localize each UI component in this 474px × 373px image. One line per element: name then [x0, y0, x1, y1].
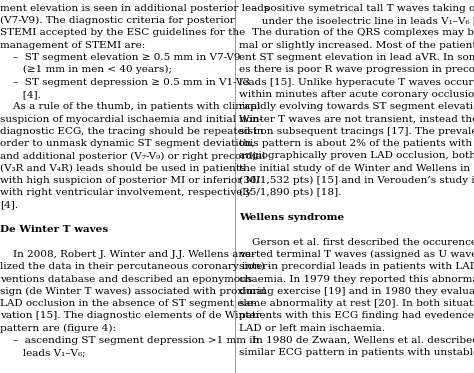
Text: –  positive symetrical tall T waves taking off: – positive symetrical tall T waves takin… [239, 4, 474, 13]
Text: rapidly evolving towards ST segment elevation, de: rapidly evolving towards ST segment elev… [239, 102, 474, 111]
Text: In 1980 de Zwaan, Wellens et al. described a: In 1980 de Zwaan, Wellens et al. describ… [239, 336, 474, 345]
Text: –  ST segment depression ≥ 0.5 mm in V1-V3: – ST segment depression ≥ 0.5 mm in V1-V… [0, 78, 250, 87]
Text: angiographically proven LAD occlusion, both in: angiographically proven LAD occlusion, b… [239, 151, 474, 160]
Text: vation [15]. The diagnostic elements of de Winter: vation [15]. The diagnostic elements of … [0, 311, 261, 320]
Text: chaemia. In 1979 they reported this abnormality: chaemia. In 1979 they reported this abno… [239, 275, 474, 283]
Text: (35/1,890 pts) [18].: (35/1,890 pts) [18]. [239, 188, 342, 197]
Text: es there is poor R wave progression in precordial: es there is poor R wave progression in p… [239, 65, 474, 74]
Text: leads [15]. Unlike hyperacute T waves occuring: leads [15]. Unlike hyperacute T waves oc… [239, 78, 474, 87]
Text: sion) in precordial leads in patients with LAD is-: sion) in precordial leads in patients wi… [239, 262, 474, 271]
Text: (30/1,532 pts) [15] and in Verouden’s study in 2009: (30/1,532 pts) [15] and in Verouden’s st… [239, 176, 474, 185]
Text: management of STEMI are:: management of STEMI are: [0, 41, 145, 50]
Text: LAD or left main ischaemia.: LAD or left main ischaemia. [239, 324, 385, 333]
Text: Gerson et al. first described the occurence of in-: Gerson et al. first described the occure… [239, 238, 474, 247]
Text: lized the data in their percutaneous coronary inter-: lized the data in their percutaneous cor… [0, 262, 271, 271]
Text: patients with this ECG finding had evedence of: patients with this ECG finding had evede… [239, 311, 474, 320]
Text: mal or slightly increased. Most of the patients pres-: mal or slightly increased. Most of the p… [239, 41, 474, 50]
Text: within minutes after acute coronary occlusion and: within minutes after acute coronary occl… [239, 90, 474, 99]
Text: under the isoelectric line in leads V₁–V₆ [16].: under the isoelectric line in leads V₁–V… [239, 16, 474, 25]
Text: during exercise [19] and in 1980 they evaluated the: during exercise [19] and in 1980 they ev… [239, 287, 474, 296]
Text: In 2008, Robert J. Winter and J.J. Wellens ana-: In 2008, Robert J. Winter and J.J. Welle… [0, 250, 255, 259]
Text: verted terminal T waves (assigned as U wave inver-: verted terminal T waves (assigned as U w… [239, 250, 474, 259]
Text: –  ascending ST segment depression >1 mm in: – ascending ST segment depression >1 mm … [0, 336, 259, 345]
Text: –  ST segment elevation ≥ 0.5 mm in V7-V9: – ST segment elevation ≥ 0.5 mm in V7-V9 [0, 53, 240, 62]
Text: The duration of the QRS complexes may be nor-: The duration of the QRS complexes may be… [239, 28, 474, 37]
Text: leads V₁–V₆;: leads V₁–V₆; [0, 348, 86, 357]
Text: sist on subsequent tracings [17]. The prevalence of: sist on subsequent tracings [17]. The pr… [239, 127, 474, 136]
Text: similar ECG pattern in patients with unstable angi-: similar ECG pattern in patients with uns… [239, 348, 474, 357]
Text: sign (de Winter T waves) associated with proximal: sign (de Winter T waves) associated with… [0, 287, 266, 296]
Text: STEMI accepted by the ESC guidelines for the: STEMI accepted by the ESC guidelines for… [0, 28, 245, 37]
Text: the initial study of de Winter and Wellens in 2008: the initial study of de Winter and Welle… [239, 164, 474, 173]
Text: pattern are (figure 4):: pattern are (figure 4): [0, 324, 116, 333]
Text: Winter T waves are not transient, instead they per-: Winter T waves are not transient, instea… [239, 115, 474, 123]
Text: this pattern is about 2% of the patients with MI and: this pattern is about 2% of the patients… [239, 139, 474, 148]
Text: De Winter T waves: De Winter T waves [0, 225, 108, 234]
Text: order to unmask dynamic ST segment deviation,: order to unmask dynamic ST segment devia… [0, 139, 255, 148]
Text: LAD occlusion in the absence of ST segment ele-: LAD occlusion in the absence of ST segme… [0, 299, 256, 308]
Text: ent ST segment elevation in lead aVR. In some cas-: ent ST segment elevation in lead aVR. In… [239, 53, 474, 62]
Text: (V7-V9). The diagnostic criteria for posterior: (V7-V9). The diagnostic criteria for pos… [0, 16, 235, 25]
Text: with high suspicion of posterior MI or inferior MI: with high suspicion of posterior MI or i… [0, 176, 260, 185]
Text: diagnostic ECG, the tracing should be repeated in: diagnostic ECG, the tracing should be re… [0, 127, 264, 136]
Text: (≥1 mm in men < 40 years);: (≥1 mm in men < 40 years); [0, 65, 172, 74]
Text: suspicion of myocardial ischaemia and initial non-: suspicion of myocardial ischaemia and in… [0, 115, 263, 123]
Text: [4].: [4]. [0, 201, 18, 210]
Text: same abnormality at rest [20]. In both situations the: same abnormality at rest [20]. In both s… [239, 299, 474, 308]
Text: and additional posterior (V₇-V₉) or right precordial: and additional posterior (V₇-V₉) or righ… [0, 151, 265, 160]
Text: As a rule of the thumb, in patients with clinical: As a rule of the thumb, in patients with… [0, 102, 261, 111]
Text: [4].: [4]. [0, 90, 41, 99]
Text: Wellens syndrome: Wellens syndrome [239, 213, 345, 222]
Text: ventions database and described an eponymous: ventions database and described an epony… [0, 275, 252, 283]
Text: with right ventricular involvement, respectively: with right ventricular involvement, resp… [0, 188, 252, 197]
Text: ment elevation is seen in additional posterior leads: ment elevation is seen in additional pos… [0, 4, 269, 13]
Text: (V₃R and V₄R) leads should be used in patients: (V₃R and V₄R) leads should be used in pa… [0, 164, 246, 173]
